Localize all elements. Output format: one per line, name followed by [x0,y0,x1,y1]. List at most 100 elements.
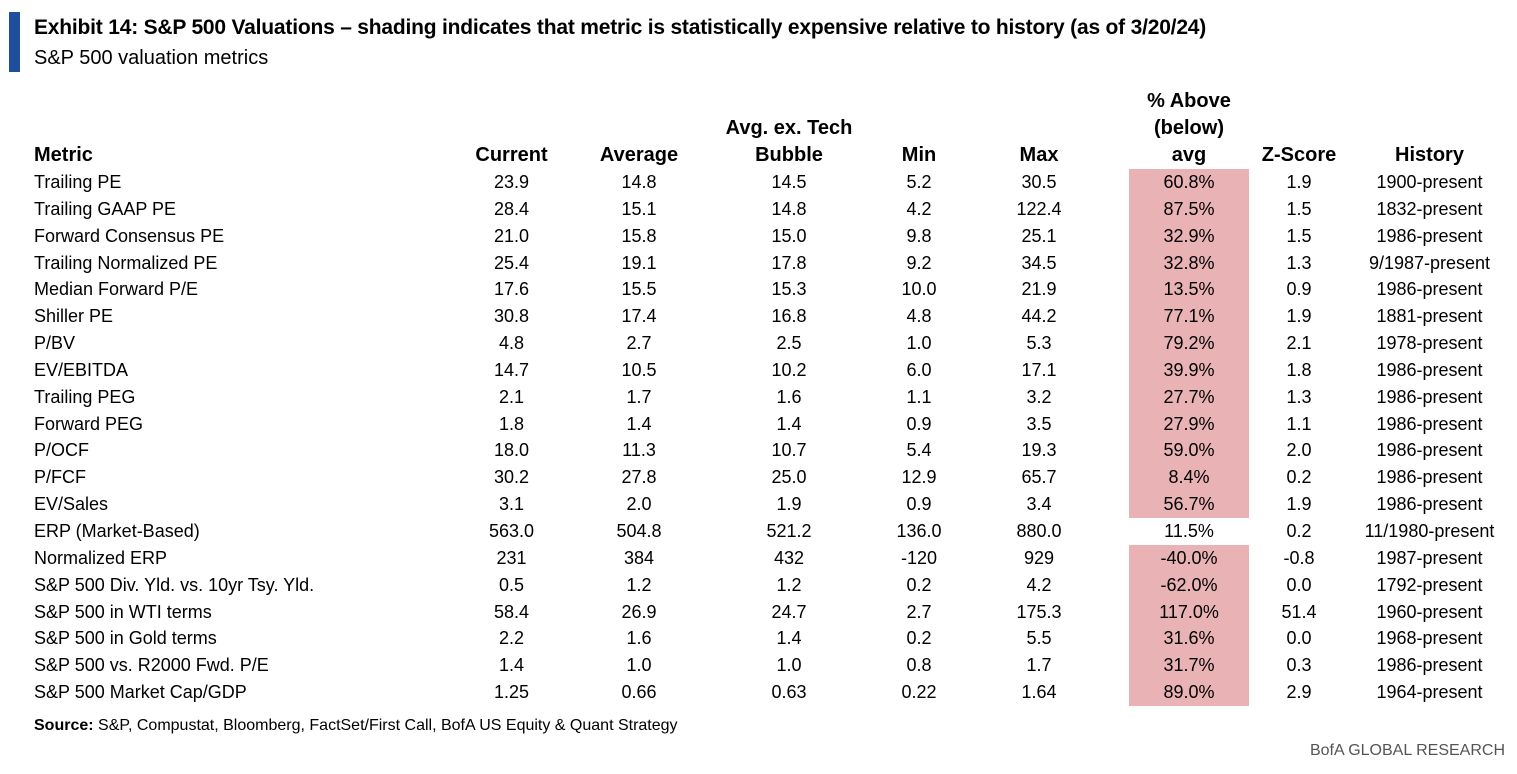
table-row: Forward Consensus PE 21.0 15.8 15.0 9.8 25.1 3… [24,222,1510,250]
max-cell: 3.4 [1026,494,1052,515]
table-row: Median Forward P/E 17.6 15.5 15.3 10.0 21.9 13… [24,276,1510,304]
avg-ex-tech-cell: 10.2 [771,359,807,380]
avg-ex-tech-cell: 1.2 [776,574,802,595]
metric-cell: Forward PEG [34,413,144,434]
history-cell: 1986-present [1376,359,1483,380]
table-row: EV/Sales 3.1 2.0 1.9 0.9 3.4 56.7% 1.9 1986-pres… [24,491,1510,518]
pct-vs-avg-cell: 56.7% [1129,491,1249,518]
current-cell: 30.2 [493,467,530,488]
history-cell: 1986-present [1376,279,1483,300]
pct-vs-avg-cell: 11.5% [1164,520,1214,541]
table-row: Trailing GAAP PE 28.4 15.1 14.8 4.2 122.4 87.5… [24,195,1510,223]
z-score-cell: -0.8 [1283,547,1315,568]
metric-cell: EV/EBITDA [34,359,129,380]
column-header-pct-above-below-avg: % Above (below) avg [1129,88,1249,169]
min-cell: 2.7 [906,601,932,622]
metric-cell: ERP (Market-Based) [34,520,200,541]
metric-cell: Trailing PE [34,172,122,192]
current-cell: 2.1 [498,386,525,407]
average-cell: 2.0 [626,494,652,515]
max-cell: 3.5 [1026,413,1052,434]
avg-ex-tech-cell: 0.63 [771,682,807,703]
max-cell: 1.64 [1021,682,1057,703]
pct-vs-avg-cell: 32.9% [1129,222,1249,250]
table-row: S&P 500 vs. R2000 Fwd. P/E 1.4 1.0 1.0 0.8 1.… [24,652,1510,680]
source-note: Source: S&P, Compustat, Bloomberg, FactS… [34,717,678,735]
table-row: S&P 500 in Gold terms 2.2 1.6 1.4 0.2 5.5 31.6… [24,625,1510,653]
history-cell: 1986-present [1376,413,1483,434]
metric-cell: P/OCF [34,440,90,461]
z-score-cell: 1.9 [1286,494,1312,515]
pct-vs-avg-cell: -40.0% [1129,544,1249,572]
max-cell: 4.2 [1026,574,1052,595]
average-cell: 1.0 [626,655,652,676]
column-header-current: Current [434,88,589,169]
metric-cell: Trailing PEG [34,386,136,407]
history-cell: 1960-present [1376,601,1483,622]
history-cell: 1900-present [1376,172,1483,192]
brand-footer: BofA GLOBAL RESEARCH [1309,742,1505,759]
column-header-line: avg [1171,144,1207,166]
current-cell: 1.8 [498,413,525,434]
min-cell: 0.8 [906,655,932,676]
table-row: Normalized ERP 231 384 432 -120 929 -40.0% -0.8… [24,544,1510,572]
column-header-avg-ex-tech-bubble: Avg. ex. Tech Bubble [689,88,889,169]
history-cell: 1832-present [1376,198,1483,219]
min-cell: 0.2 [906,574,932,595]
column-header-history: History [1349,88,1510,169]
min-cell: 5.2 [906,172,932,192]
z-score-cell: 1.5 [1286,225,1312,246]
pct-vs-avg-cell: 32.8% [1129,249,1249,277]
metric-cell: S&P 500 in Gold terms [34,628,217,649]
metric-cell: Median Forward P/E [34,279,199,300]
average-cell: 1.6 [626,628,652,649]
max-cell: 5.3 [1026,333,1052,354]
table-row: P/BV 4.8 2.7 2.5 1.0 5.3 79.2% 2.1 1978-present [24,330,1510,357]
min-cell: 4.2 [906,198,932,219]
z-score-cell: 2.9 [1286,682,1312,703]
metric-cell: S&P 500 Market Cap/GDP [34,682,247,703]
avg-ex-tech-cell: 15.0 [771,225,807,246]
history-cell: 1978-present [1376,333,1483,354]
min-cell: 9.8 [906,225,932,246]
history-cell: 11/1980-present [1364,520,1495,541]
pct-vs-avg-cell: 117.0% [1129,598,1249,626]
avg-ex-tech-cell: 1.0 [776,655,802,676]
history-cell: 1968-present [1376,628,1483,649]
max-cell: 1.7 [1026,655,1052,676]
max-cell: 21.9 [1021,279,1057,300]
max-cell: 30.5 [1021,172,1057,192]
pct-vs-avg-cell: 13.5% [1129,276,1249,304]
pct-vs-avg-cell: 31.7% [1129,652,1249,680]
history-cell: 1986-present [1376,225,1483,246]
min-cell: -120 [900,547,938,568]
current-cell: 30.8 [493,306,530,327]
pct-vs-avg-cell: 8.4% [1129,464,1249,492]
z-score-cell: 0.2 [1286,467,1312,488]
column-header-line: Avg. ex. Tech [725,117,853,139]
current-cell: 563.0 [488,520,535,541]
max-cell: 19.3 [1021,440,1057,461]
z-score-cell: 0.3 [1286,655,1312,676]
min-cell: 0.22 [901,682,937,703]
z-score-cell: 1.5 [1286,198,1312,219]
avg-ex-tech-cell: 16.8 [771,306,807,327]
history-cell: 1986-present [1376,440,1483,461]
column-header-average: Average [589,88,689,169]
metric-cell: S&P 500 vs. R2000 Fwd. P/E [34,655,269,676]
current-cell: 58.4 [493,601,530,622]
current-cell: 0.5 [498,574,525,595]
current-cell: 231 [496,547,527,568]
current-cell: 28.4 [493,198,530,219]
max-cell: 25.1 [1021,225,1057,246]
column-header-min: Min [889,88,949,169]
average-cell: 15.5 [621,279,657,300]
accent-bar [9,12,20,72]
avg-ex-tech-cell: 1.6 [776,386,802,407]
avg-ex-tech-cell: 14.8 [771,198,807,219]
pct-vs-avg-cell: 79.2% [1129,330,1249,357]
avg-ex-tech-cell: 17.8 [771,252,807,273]
column-header-line: Max [1019,144,1059,166]
min-cell: 6.0 [906,359,932,380]
history-cell: 9/1987-present [1368,252,1491,273]
